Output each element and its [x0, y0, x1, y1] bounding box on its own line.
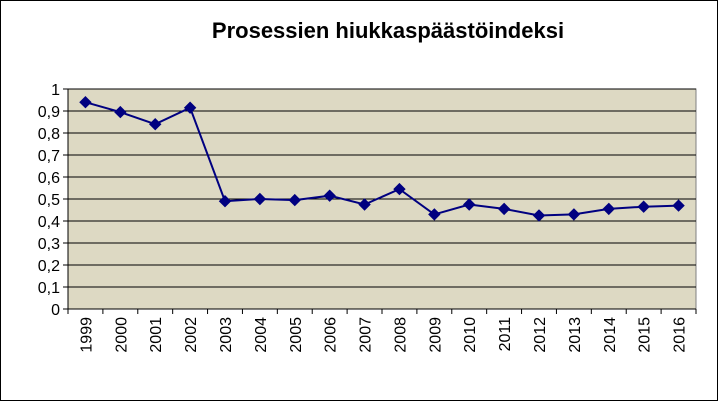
y-tick-label: 0,7 [38, 148, 60, 165]
y-tick-label: 0,4 [38, 214, 60, 231]
data-point [393, 182, 406, 196]
x-tick-label: 2013 [567, 317, 584, 353]
data-point [218, 194, 232, 208]
data-point [567, 208, 581, 221]
y-tick-label: 0,8 [38, 126, 60, 143]
x-tick-label: 2006 [323, 317, 340, 353]
data-point [497, 202, 511, 216]
data-point [637, 200, 650, 213]
x-tick-label: 2012 [532, 317, 549, 353]
data-point [288, 193, 301, 207]
data-point [358, 198, 371, 211]
y-tick-label: 0,3 [38, 236, 60, 253]
x-tick-label: 2007 [358, 317, 375, 353]
x-tick-label: 2011 [497, 317, 514, 352]
data-point [323, 189, 336, 202]
x-tick-label: 2000 [113, 317, 130, 353]
y-tick-label: 0,1 [38, 280, 60, 297]
data-point [428, 208, 441, 221]
data-point [114, 105, 127, 119]
data-point [79, 95, 92, 109]
y-tick-label: 0,5 [38, 192, 60, 209]
x-tick-label: 2002 [183, 317, 200, 353]
x-axis: 1999 2000 2001 2002 2003 2004 2005 2006 2007 2008… [67, 308, 697, 353]
data-point [253, 192, 267, 206]
y-tick-label: 0 [51, 302, 60, 319]
y-tick-label: 0,2 [38, 258, 60, 275]
y-tick-label: 1 [51, 82, 60, 99]
x-tick-label: 2015 [637, 317, 654, 353]
data-point [149, 117, 162, 131]
chart-title: Prosessien hiukkaspäästöindeksi [211, 18, 565, 43]
x-tick-label: 2008 [392, 317, 409, 353]
x-tick-label: 2005 [288, 317, 305, 353]
data-point [532, 209, 546, 222]
y-axis: 0 0,1 0,2 0,3 0,4 0,5 0,6 0,7 0,8 0,9 1 [38, 82, 69, 319]
x-tick-label: 2003 [218, 317, 235, 353]
x-tick-label: 2016 [672, 317, 689, 353]
x-tick-label: 1999 [78, 317, 95, 353]
data-point [463, 198, 476, 211]
x-tick-label: 2009 [427, 317, 444, 353]
data-point [602, 202, 615, 216]
series-line [85, 101, 679, 217]
x-tick-label: 2014 [602, 317, 619, 353]
x-tick-label: 2010 [462, 317, 479, 353]
data-point [183, 101, 197, 114]
series-group [79, 95, 685, 222]
x-tick-label: 2004 [253, 317, 270, 353]
data-point [672, 199, 685, 212]
y-tick-label: 0,6 [38, 170, 60, 187]
x-tick-label: 2001 [148, 317, 165, 353]
y-tick-label: 0,9 [38, 104, 60, 121]
